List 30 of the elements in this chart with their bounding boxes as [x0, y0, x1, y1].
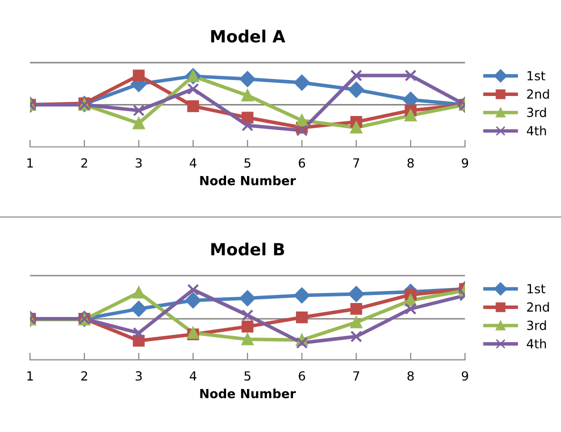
x-axis-title: Node Number [200, 388, 296, 398]
legend-label: 4th [526, 338, 546, 348]
x-tick-label: 6 [298, 371, 306, 381]
legend-label: 1st [528, 284, 546, 294]
x-tick-label: 1 [27, 158, 33, 168]
x-tick-label: 3 [136, 158, 142, 168]
legend-label: 2nd [527, 89, 549, 99]
legend-label: 2nd [527, 302, 549, 312]
x-tick-label: 3 [136, 371, 142, 381]
x-tick-label: 4 [190, 158, 196, 168]
x-tick-label: 2 [81, 371, 88, 380]
x-tick-label: 5 [244, 158, 250, 168]
legend-label: 1st [528, 71, 546, 80]
x-tick-label: 8 [407, 158, 414, 168]
legend-label: 3rd [527, 107, 546, 118]
x-axis-title: Node Number [200, 176, 296, 186]
x-tick-label: 9 [462, 158, 468, 168]
x-tick-label: 1 [27, 371, 33, 380]
x-tick-label: 4 [190, 371, 196, 380]
x-tick-label: 8 [407, 371, 414, 381]
chart-title: Model A [211, 30, 286, 43]
x-tick-label: 2 [81, 158, 88, 168]
chart-title: Model B [211, 242, 284, 256]
legend-label: 3rd [527, 320, 546, 330]
legend-label: 4th [526, 126, 546, 136]
x-tick-label: 6 [298, 158, 306, 168]
x-tick-label: 7 [353, 158, 360, 168]
x-tick-label: 9 [462, 371, 468, 381]
x-tick-label: 7 [353, 371, 360, 380]
x-tick-label: 5 [244, 371, 250, 381]
